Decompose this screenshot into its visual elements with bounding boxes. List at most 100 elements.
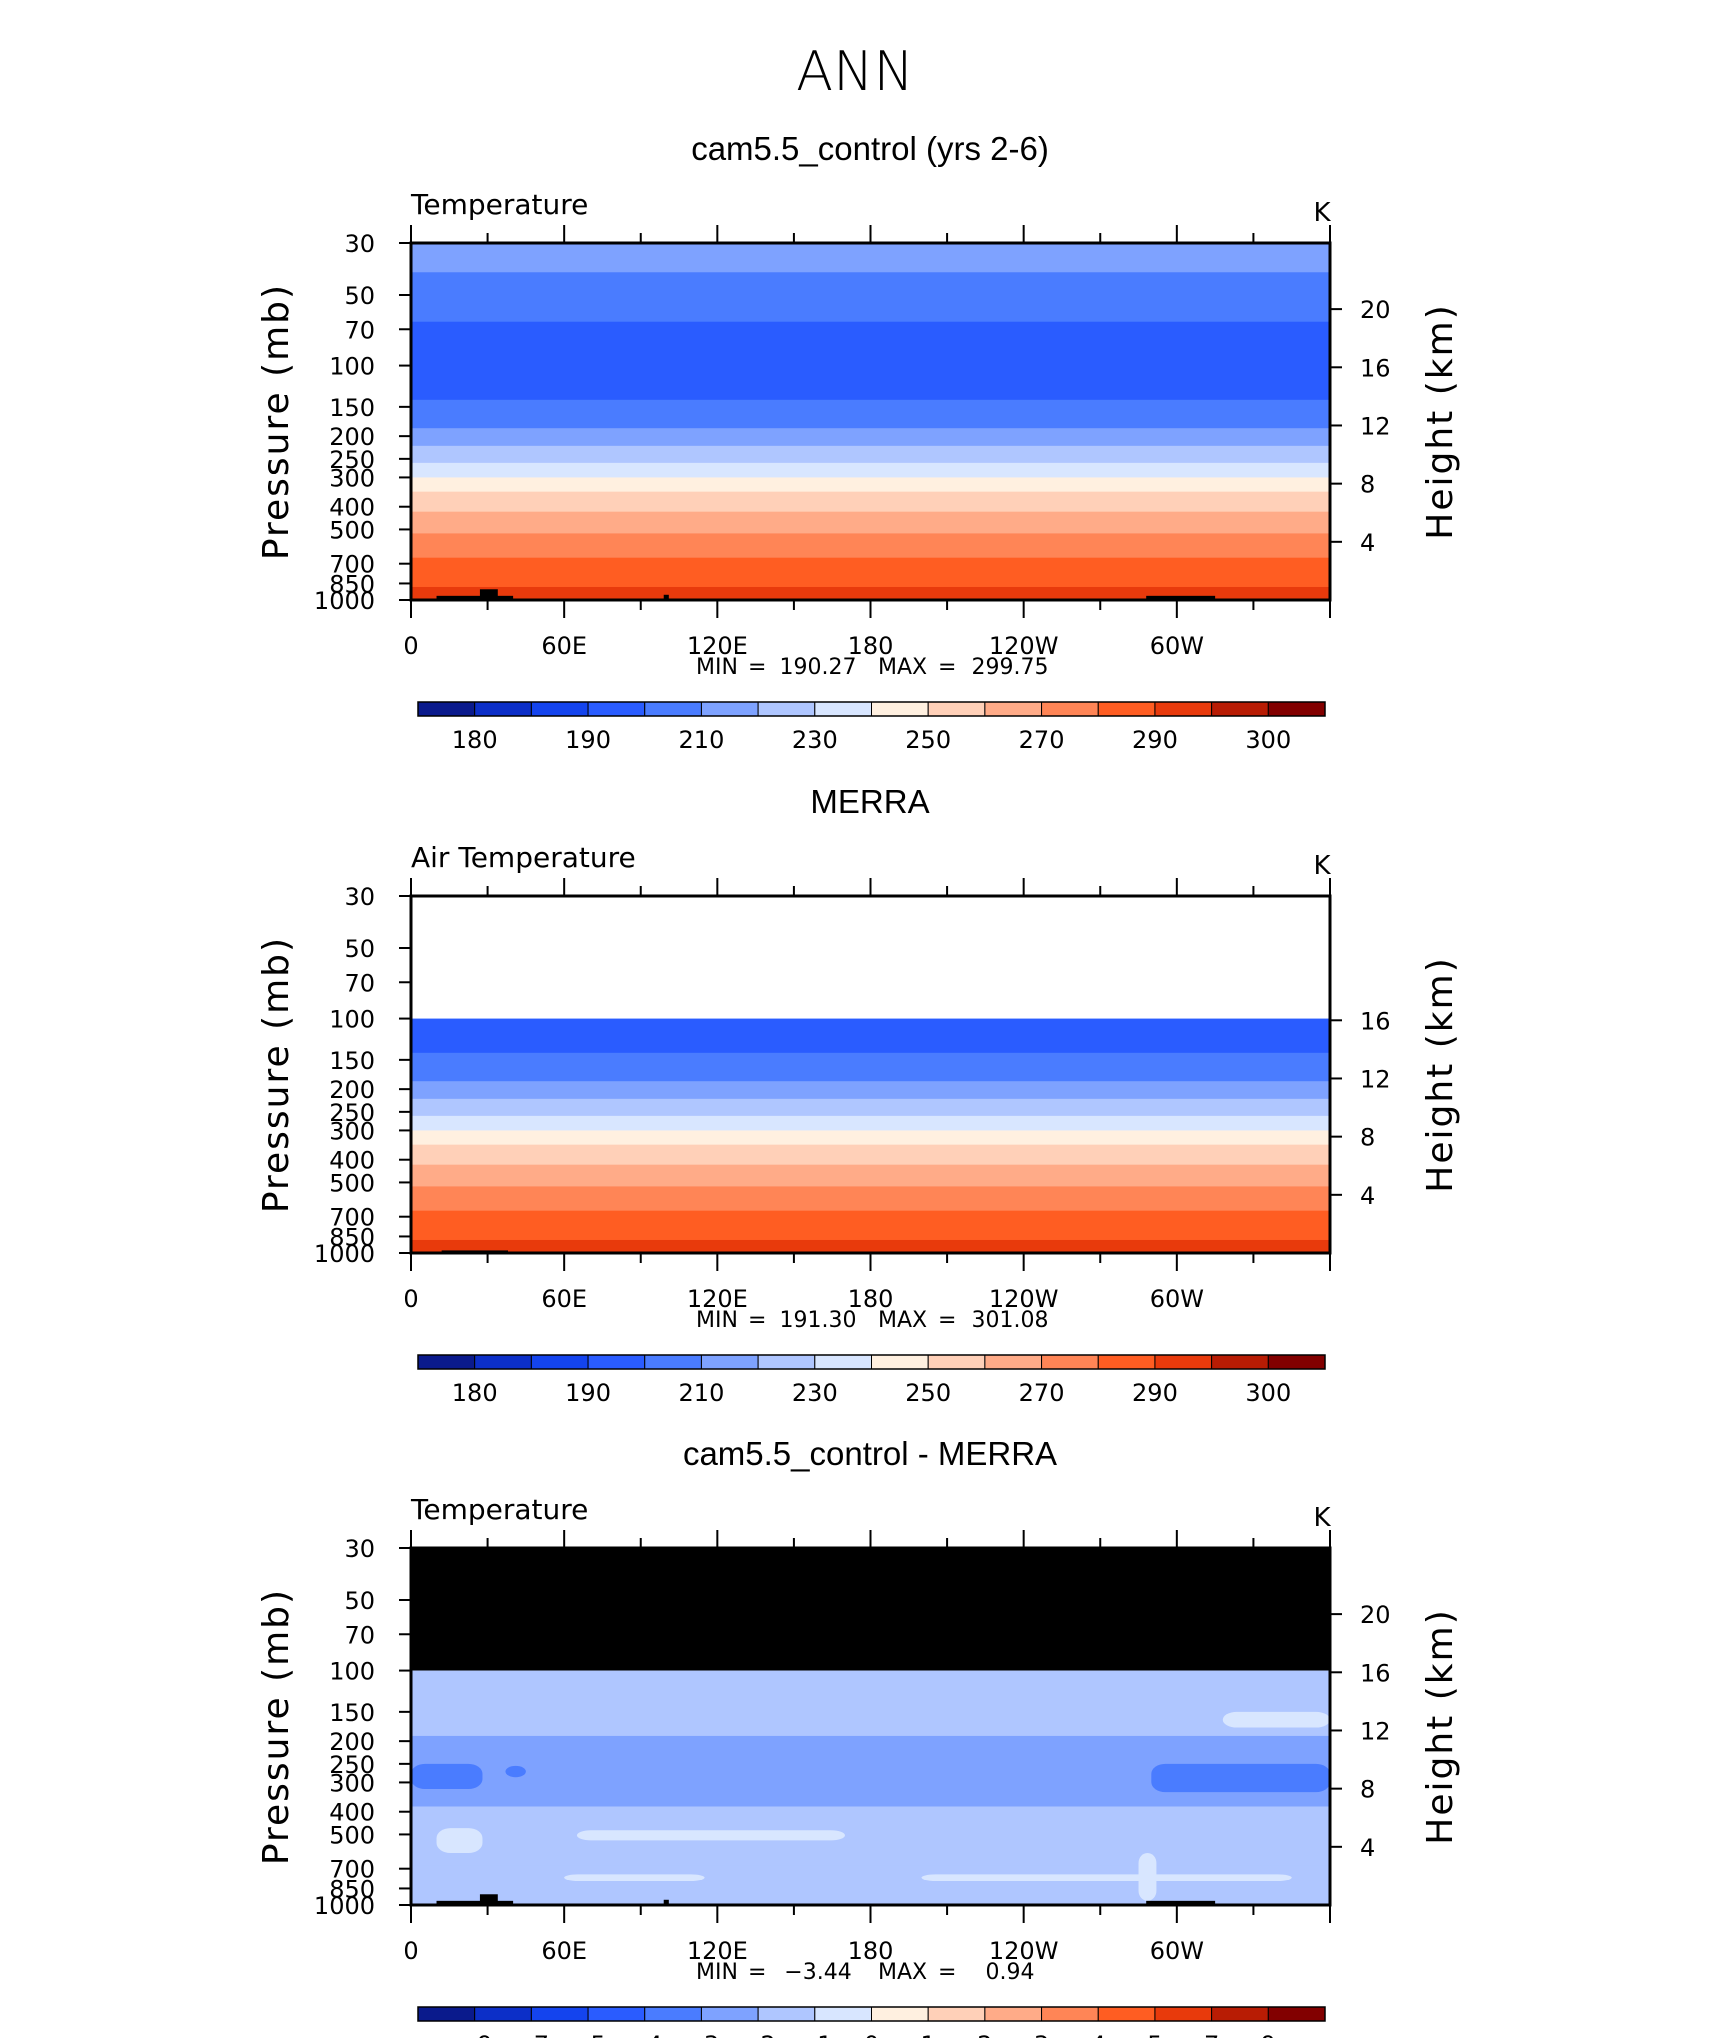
- colorbar-swatch: [700, 1354, 759, 1370]
- colorbar-label: 4: [1091, 2031, 1106, 2038]
- contour-band: [411, 557, 1330, 588]
- pressure-tick-label: 500: [329, 1821, 375, 1849]
- pressure-tick-label: 500: [329, 516, 375, 544]
- colorbar-swatch: [927, 701, 986, 717]
- y2-axis-label: Height (km): [1420, 303, 1461, 539]
- colorbar-swatch: [1267, 1354, 1326, 1370]
- colorbar-label: 290: [1132, 726, 1178, 754]
- lon-tick-label: 0: [403, 1285, 418, 1313]
- colorbar-label: 190: [565, 1379, 611, 1407]
- panel-title: cam5.5_control - MERRA: [683, 1435, 1057, 1472]
- height-tick-label: 4: [1360, 529, 1375, 557]
- min-equals: =: [748, 1308, 766, 1333]
- height-tick-label: 16: [1360, 1659, 1391, 1687]
- colorbar-swatch: [530, 1354, 589, 1370]
- pressure-tick-label: 30: [344, 883, 375, 911]
- colorbar-swatch: [644, 701, 702, 717]
- colorbar-swatch: [984, 1354, 1043, 1370]
- contour-field: [411, 1548, 1330, 1905]
- pressure-tick-label: 300: [329, 1117, 375, 1145]
- colorbar-swatch: [1097, 1354, 1156, 1370]
- max-label: MAX: [878, 1960, 927, 1985]
- colorbar-swatch: [1154, 701, 1213, 717]
- colorbar-label: 230: [792, 726, 838, 754]
- pressure-tick-label: 150: [329, 1699, 375, 1727]
- colorbar-swatch: [1041, 2006, 1099, 2022]
- contour-patch: [576, 1830, 845, 1841]
- pressure-tick-label: 300: [329, 1769, 375, 1797]
- pressure-tick-label: 1000: [314, 1240, 375, 1268]
- colorbar-swatch: [587, 1354, 646, 1370]
- contour-band: [411, 321, 1330, 401]
- colorbar-frame: [417, 1354, 1326, 1370]
- topography: [1146, 595, 1216, 600]
- colorbar-swatch: [417, 701, 476, 717]
- min-label: MIN: [696, 1308, 738, 1333]
- lon-tick-label: 60W: [1150, 1285, 1204, 1313]
- variable-label: Temperature: [410, 188, 588, 221]
- contour-band: [411, 462, 1330, 479]
- height-tick-label: 12: [1360, 1065, 1391, 1093]
- colorbar-label: 290: [1132, 1379, 1178, 1407]
- colorbar-label: −1: [797, 2031, 832, 2038]
- contour-field: [411, 896, 1330, 1253]
- contour-patch: [505, 1765, 526, 1778]
- pressure-tick-label: 100: [329, 1658, 375, 1686]
- contour-patch: [411, 1763, 483, 1789]
- pressure-tick-label: 700: [329, 551, 375, 579]
- colorbar-label: 0: [864, 2031, 879, 2038]
- colorbar-label: 230: [792, 1379, 838, 1407]
- pressure-tick-label: 100: [329, 353, 375, 381]
- contour-patch: [564, 1874, 705, 1882]
- pressure-tick-label: 50: [344, 282, 375, 310]
- colorbar-label: −3: [684, 2031, 719, 2038]
- pressure-tick-label: 200: [329, 1076, 375, 1104]
- colorbar-swatch: [417, 1354, 476, 1370]
- colorbar-swatch: [644, 2006, 702, 2022]
- colorbar-swatch: [814, 2006, 872, 2022]
- contour-band: [411, 1210, 1330, 1241]
- colorbar-swatch: [927, 1354, 986, 1370]
- contour-band: [411, 428, 1330, 447]
- contour-band: [411, 1098, 1330, 1117]
- colorbar-swatch: [474, 1354, 532, 1370]
- pressure-tick-label: 400: [329, 1147, 375, 1175]
- contour-patch: [436, 1828, 483, 1853]
- lon-tick-label: 60E: [541, 632, 587, 660]
- pressure-tick-label: 1000: [314, 1892, 375, 1920]
- lon-tick-label: 60W: [1150, 1937, 1204, 1965]
- colorbar-swatch: [757, 2006, 816, 2022]
- contour-band: [411, 1081, 1330, 1100]
- colorbar-swatch: [1211, 701, 1269, 717]
- colorbar-swatch: [530, 701, 589, 717]
- max-value: 0.94: [986, 1960, 1035, 1985]
- colorbar-swatch: [644, 1354, 702, 1370]
- colorbar-swatch: [474, 2006, 532, 2022]
- colorbar-label: 250: [905, 1379, 951, 1407]
- pressure-tick-label: 70: [344, 1621, 375, 1649]
- pressure-tick-label: 100: [329, 1006, 375, 1034]
- pressure-tick-label: 400: [329, 1799, 375, 1827]
- colorbar-label: 180: [452, 1379, 498, 1407]
- contour-band: [411, 1018, 1330, 1054]
- topography: [479, 1894, 498, 1905]
- figure-title: ANN: [796, 40, 914, 103]
- pressure-tick-label: 70: [344, 969, 375, 997]
- height-tick-label: 16: [1360, 354, 1391, 382]
- colorbar-swatch: [757, 701, 816, 717]
- missing-data-region: [411, 1548, 1330, 1671]
- colorbar-swatch: [700, 2006, 759, 2022]
- contour-band: [411, 243, 1330, 273]
- colorbar-swatch: [984, 701, 1043, 717]
- lon-tick-label: 0: [403, 1937, 418, 1965]
- contour-band: [411, 511, 1330, 535]
- lon-tick-label: 120E: [687, 1285, 748, 1313]
- topography: [663, 1899, 669, 1905]
- topography: [479, 589, 498, 600]
- colorbar-swatch: [984, 2006, 1043, 2022]
- height-tick-label: 12: [1360, 1717, 1391, 1745]
- colorbar-label: 210: [679, 726, 725, 754]
- colorbar-label: 7: [1204, 2031, 1219, 2038]
